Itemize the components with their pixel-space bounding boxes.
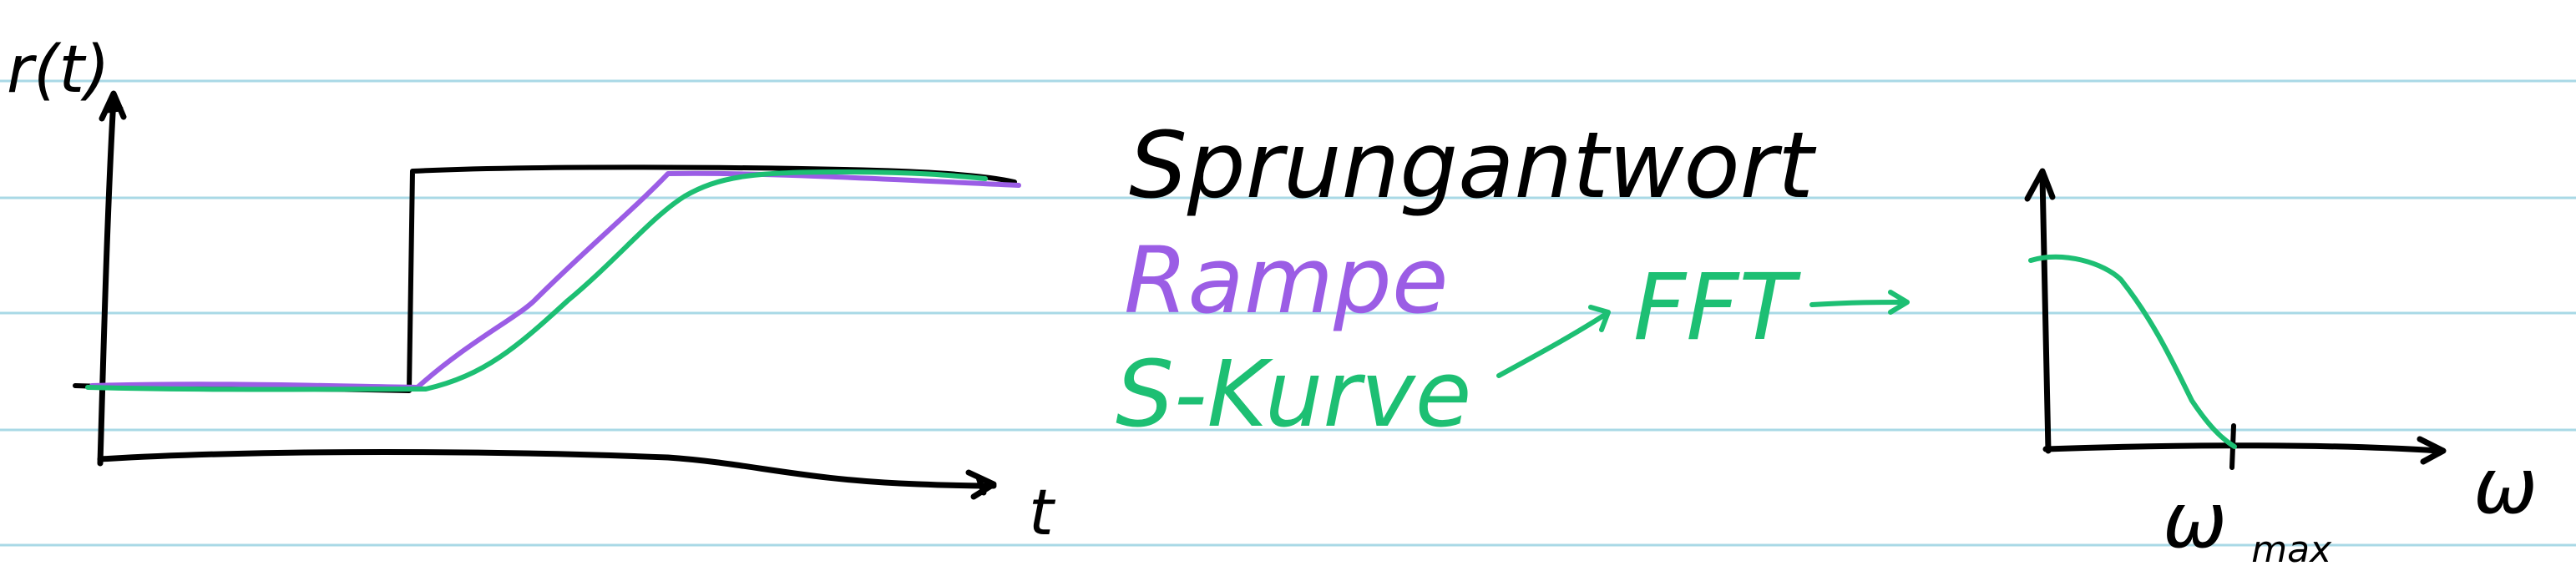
left-y-axis-label: r(t)	[7, 33, 110, 108]
legend-ramp: Rampe	[1124, 227, 1449, 334]
s-curve-curve	[85, 169, 988, 392]
left-x-axis-label: t	[1029, 475, 1056, 549]
legend: Sprungantwort Rampe S-Kurve	[1116, 112, 1817, 447]
omega-max-subscript: max	[2251, 528, 2332, 571]
left-y-axis	[97, 95, 117, 467]
arrow-from-fft-head	[1888, 290, 1910, 315]
right-x-axis-label: ω	[2473, 442, 2538, 531]
legend-s-curve: S-Kurve	[1116, 341, 1471, 447]
left-y-axis-arrowhead	[99, 90, 127, 122]
spectrum-curve	[2028, 254, 2237, 449]
fft-label: FFT	[1633, 254, 1802, 361]
arrow-to-fft	[1496, 311, 1610, 378]
fft-flow: FFT	[1496, 254, 1910, 378]
right-x-axis-arrowhead	[2417, 436, 2447, 465]
legend-step-response: Sprungantwort	[1129, 112, 1817, 219]
omega-max-label: ω max	[2163, 476, 2332, 571]
arrow-from-fft	[1809, 300, 1906, 307]
right-y-axis	[2039, 174, 2052, 454]
ruled-lines	[0, 79, 2576, 547]
left-x-axis-arrowhead	[965, 469, 997, 500]
right-x-axis	[2042, 442, 2442, 454]
ramp-curve	[89, 170, 1021, 390]
left-x-axis	[97, 449, 997, 489]
right-y-axis-arrowhead	[2024, 168, 2056, 202]
right-plot: ω ω max	[2024, 168, 2538, 571]
left-plot: r(t) t	[7, 33, 1056, 549]
step-response-curve	[73, 164, 1017, 393]
arrow-to-fft-head	[1588, 305, 1611, 332]
omega-max-main: ω	[2163, 476, 2227, 565]
